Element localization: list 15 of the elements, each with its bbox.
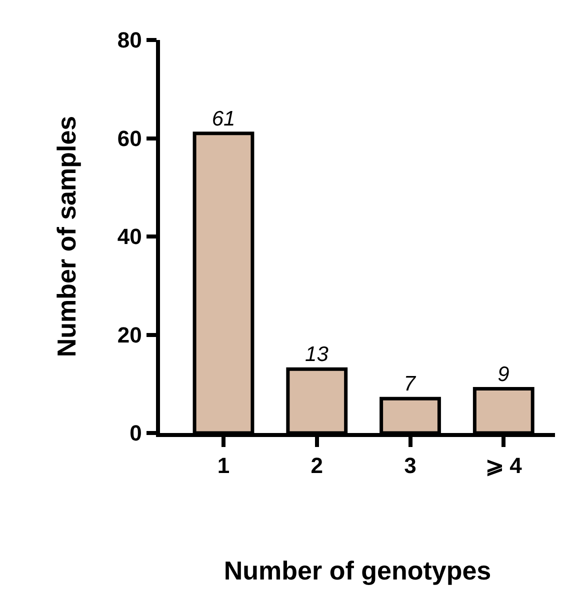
x-tick-label: 2 [310,453,324,478]
y-axis-title: Number of samples [51,116,82,358]
y-tick-label: 20 [117,322,142,348]
y-tick-label: 0 [130,420,142,446]
data-label: 9 [498,362,510,386]
x-axis-title: Number of genotypes [224,555,492,586]
y-tick-label: 80 [117,28,142,53]
y-tick-label: 40 [117,224,142,250]
x-tick-label: ⩾ 4 [485,453,523,478]
y-tick-label: 60 [117,126,142,151]
data-label: 13 [305,343,329,366]
x-tick-label: 1 [217,453,230,478]
x-tick-label: 3 [404,453,416,478]
data-label: 7 [404,372,417,396]
data-label: 61 [212,107,236,130]
